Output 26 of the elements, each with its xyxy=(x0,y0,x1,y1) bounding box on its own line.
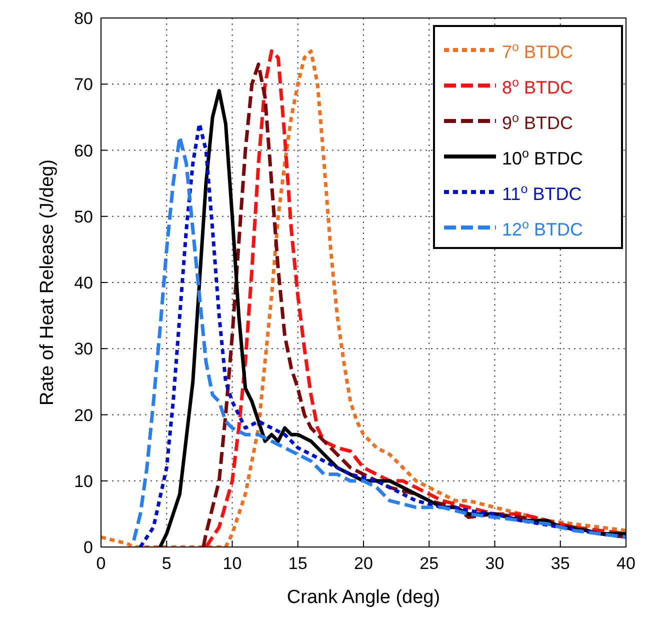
x-tick-label: 10 xyxy=(222,554,242,573)
y-tick-label: 70 xyxy=(74,75,93,94)
y-tick-label: 80 xyxy=(74,9,93,28)
legend-label: 9$^{o}$ BTDC xyxy=(502,111,574,133)
x-tick-label: 20 xyxy=(354,554,373,573)
x-tick-label: 30 xyxy=(485,554,504,573)
y-tick-label: 30 xyxy=(74,340,93,359)
legend-label: 7$^{o}$ BTDC xyxy=(502,40,574,62)
legend-label: 8$^{o}$ BTDC xyxy=(502,76,574,98)
x-tick-label: 40 xyxy=(616,554,636,573)
x-tick-label: 5 xyxy=(162,554,172,573)
y-tick-label: 20 xyxy=(74,406,93,425)
x-tick-label: 0 xyxy=(96,554,106,573)
x-tick-label: 25 xyxy=(420,554,439,573)
y-tick-label: 10 xyxy=(74,472,93,491)
y-tick-label: 60 xyxy=(74,141,93,160)
x-tick-label: 35 xyxy=(550,554,570,573)
legend-label: 11$^{o}$ BTDC xyxy=(502,182,582,204)
legend-label: 12$^{o}$ BTDC xyxy=(502,218,584,240)
x-tick-label: 15 xyxy=(288,554,308,573)
y-tick-label: 50 xyxy=(74,207,93,226)
x-axis-title: Crank Angle (deg) xyxy=(286,587,440,608)
y-axis-title: Rate of Heat Release (J/deg) xyxy=(37,159,58,406)
y-tick-label: 0 xyxy=(84,538,93,557)
legend-label: 10$^{o}$ BTDC xyxy=(502,146,584,168)
y-tick-label: 40 xyxy=(74,274,93,292)
